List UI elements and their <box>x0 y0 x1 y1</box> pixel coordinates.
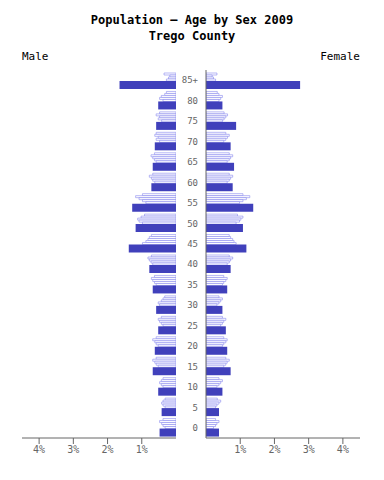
svg-text:30: 30 <box>187 300 198 310</box>
svg-text:4%: 4% <box>337 444 349 455</box>
svg-text:1%: 1% <box>136 444 148 455</box>
html-text:Female: Female <box>320 50 360 63</box>
svg-text:60: 60 <box>187 178 198 188</box>
svg-text:85+: 85+ <box>182 75 199 85</box>
svg-text:2%: 2% <box>102 444 114 455</box>
html-text:Trego County: Trego County <box>148 29 236 43</box>
svg-text:10: 10 <box>187 382 198 392</box>
svg-text:15: 15 <box>187 362 198 372</box>
svg-text:3%: 3% <box>303 444 315 455</box>
svg-text:55: 55 <box>187 198 198 208</box>
svg-text:4%: 4% <box>33 444 45 455</box>
svg-text:3%: 3% <box>67 444 79 455</box>
svg-text:2%: 2% <box>268 444 280 455</box>
svg-text:65: 65 <box>187 157 198 167</box>
html-text:Population — Age by Sex 2009: Population — Age by Sex 2009 <box>90 13 294 27</box>
svg-text:70: 70 <box>187 137 198 147</box>
svg-text:45: 45 <box>187 239 198 249</box>
svg-text:50: 50 <box>187 219 198 229</box>
svg-text:75: 75 <box>187 116 198 126</box>
svg-text:0: 0 <box>193 423 198 433</box>
html-text:Male: Male <box>22 50 49 63</box>
svg-text:25: 25 <box>187 321 198 331</box>
svg-text:20: 20 <box>187 341 198 351</box>
svg-text:1%: 1% <box>234 444 246 455</box>
svg-text:35: 35 <box>187 280 198 290</box>
svg-text:5: 5 <box>193 403 198 413</box>
svg-text:80: 80 <box>187 96 198 106</box>
svg-text:40: 40 <box>187 259 198 269</box>
